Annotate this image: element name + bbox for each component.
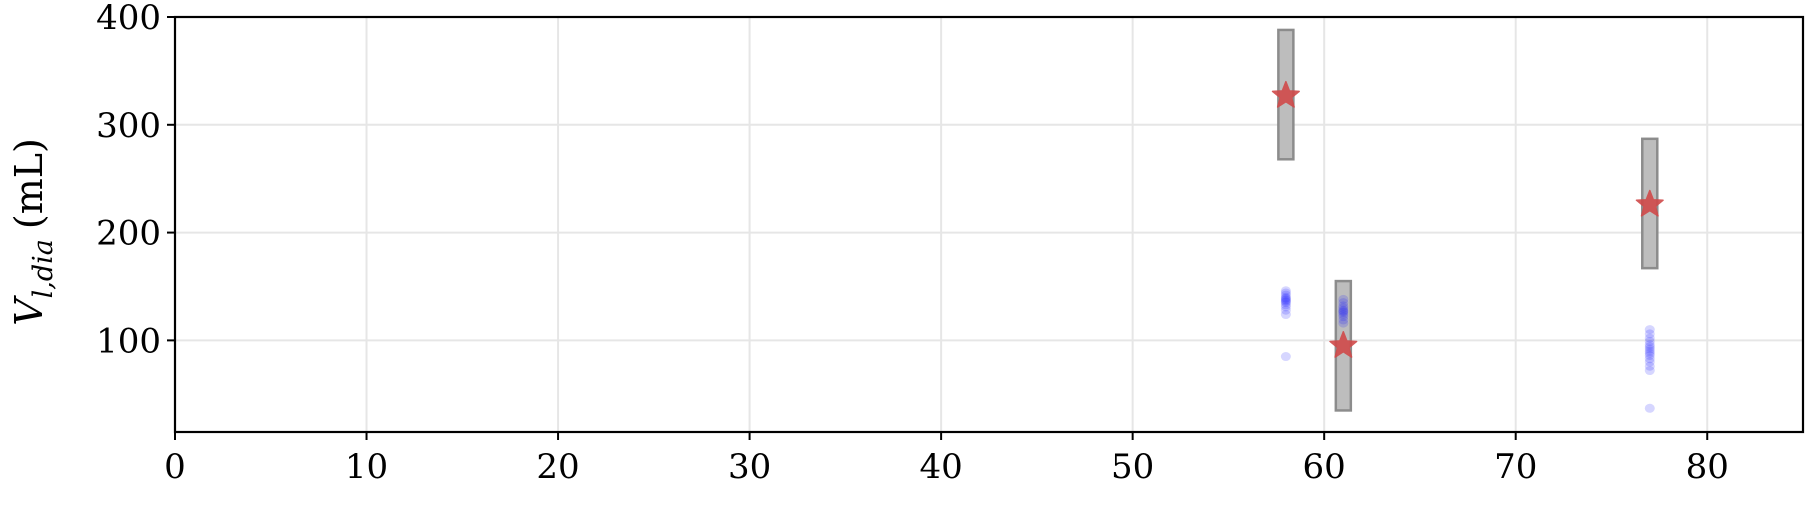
sample-point	[1280, 292, 1291, 302]
reference-star	[1271, 80, 1300, 108]
sample-point	[1644, 325, 1655, 335]
y-tick-label: 200	[96, 214, 161, 254]
sample-point	[1644, 348, 1655, 358]
sample-point	[1280, 305, 1291, 315]
sample-point	[1280, 290, 1291, 300]
y-axis-label-unit: (mL)	[7, 138, 51, 229]
x-tick-label: 70	[1494, 447, 1537, 487]
sample-point	[1644, 403, 1655, 413]
sample-point	[1280, 298, 1291, 308]
x-tick-label: 0	[164, 447, 186, 487]
sample-point	[1644, 361, 1655, 371]
sample-point	[1280, 295, 1291, 305]
y-tick-label: 300	[96, 106, 161, 146]
sample-point	[1280, 352, 1291, 362]
sample-point	[1280, 294, 1291, 304]
plot-frame	[173, 15, 1805, 434]
x-tick-label: 10	[345, 447, 388, 487]
y-axis-label-subscript: l,dia	[28, 239, 59, 298]
x-tick-label: 40	[919, 447, 962, 487]
sample-point	[1280, 300, 1291, 310]
y-tick-label: 400	[96, 0, 161, 38]
reference-star	[1635, 189, 1664, 217]
sample-points	[1280, 286, 1655, 413]
sample-point	[1338, 307, 1349, 317]
sample-point	[1338, 294, 1349, 304]
reference-star	[1329, 331, 1358, 358]
range-boxes	[1277, 28, 1659, 412]
sample-point	[1644, 336, 1655, 346]
y-axis-label: Vl,dia (mL)	[7, 138, 59, 326]
sample-point	[1338, 303, 1349, 313]
sample-point	[1280, 293, 1291, 303]
sample-point	[1644, 366, 1655, 376]
sample-point	[1280, 297, 1291, 307]
sample-point	[1338, 306, 1349, 316]
sample-point	[1338, 318, 1349, 328]
sample-point	[1280, 288, 1291, 298]
reference-markers	[1271, 80, 1664, 358]
sample-point	[1338, 310, 1349, 320]
sample-point	[1644, 329, 1655, 339]
sample-point	[1338, 312, 1349, 322]
sample-point	[1644, 344, 1655, 354]
sample-point	[1644, 354, 1655, 364]
x-tick-label: 30	[728, 447, 771, 487]
sample-point	[1338, 301, 1349, 311]
sample-point	[1280, 286, 1291, 296]
y-axis-label-variable: V	[7, 295, 51, 326]
sample-point	[1338, 315, 1349, 325]
sample-point	[1338, 305, 1349, 315]
sample-point	[1644, 342, 1655, 352]
x-tick-label: 50	[1111, 447, 1154, 487]
y-tick-label: 100	[96, 321, 161, 361]
x-tick-label: 80	[1686, 447, 1729, 487]
grid	[174, 16, 1803, 432]
sample-point	[1644, 357, 1655, 367]
x-tick-label: 60	[1303, 447, 1346, 487]
sample-point	[1644, 346, 1655, 356]
x-tick-label: 20	[536, 447, 579, 487]
sample-point	[1280, 302, 1291, 312]
sample-point	[1338, 298, 1349, 308]
sample-point	[1280, 310, 1291, 320]
sample-point	[1644, 340, 1655, 350]
sample-point	[1644, 333, 1655, 343]
axis-ticks: 0 10 20 30 40 50 60 70 80 100 200 300 400	[96, 0, 1729, 487]
sample-point	[1644, 350, 1655, 360]
